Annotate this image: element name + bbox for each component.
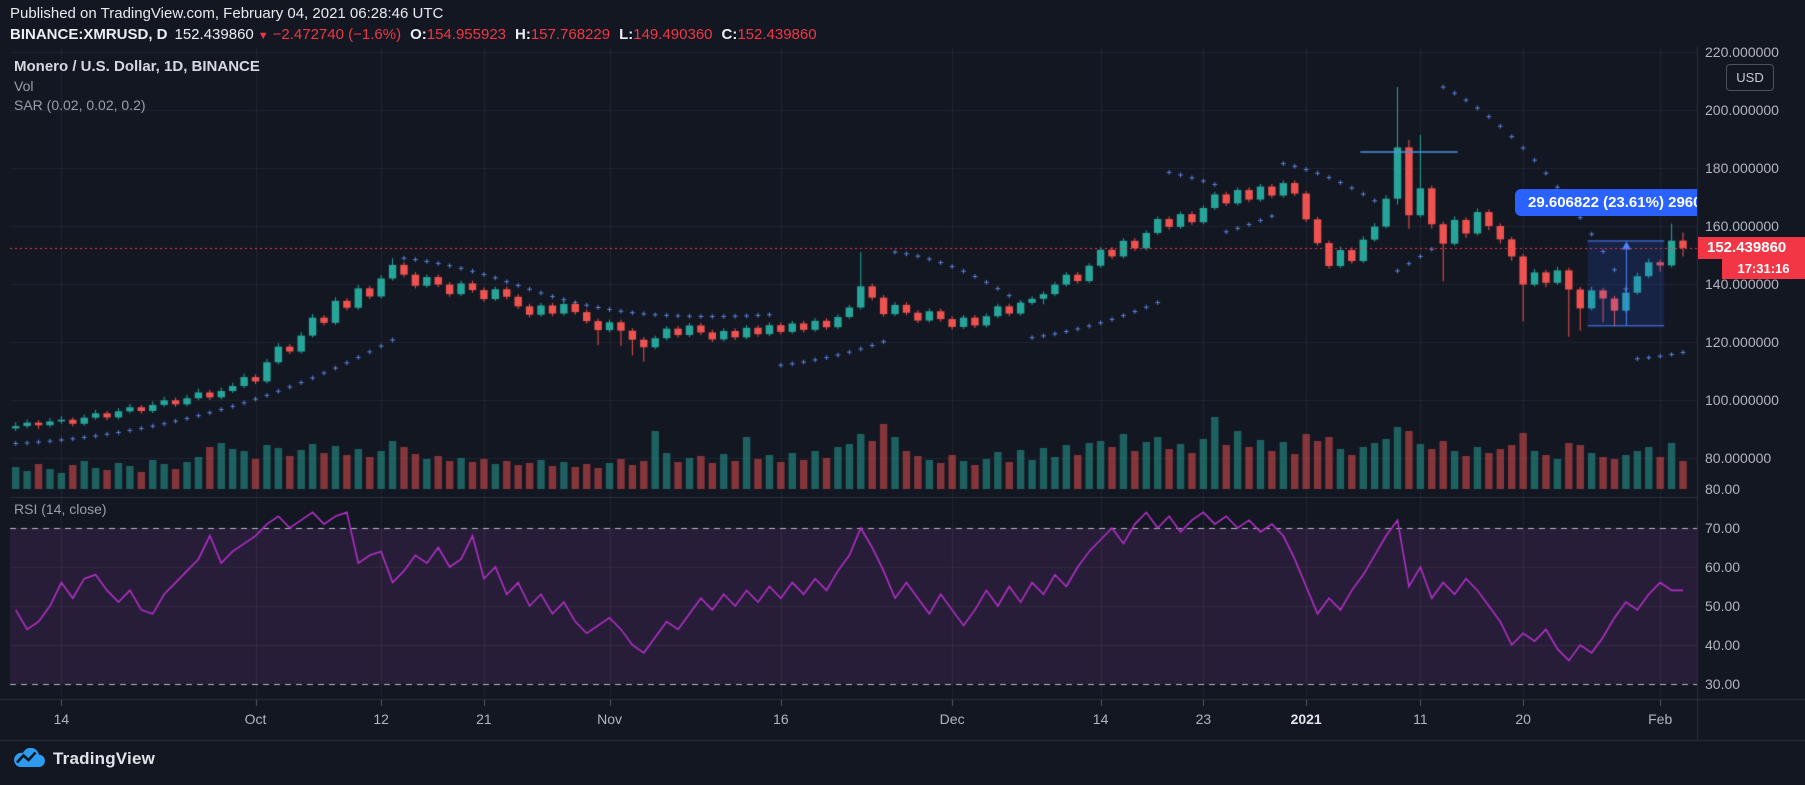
symbol-name: BINANCE:XMRUSD, D — [10, 26, 168, 43]
price-change: −2.472740 (−1.6%) — [272, 26, 402, 43]
rsi-axis-label: 80.00 — [1705, 481, 1741, 497]
time-axis-label: Oct — [244, 711, 267, 727]
time-axis-label: Feb — [1648, 711, 1673, 727]
legend-volume[interactable]: Vol — [14, 78, 34, 94]
brand-footer[interactable]: TradingView — [12, 748, 155, 770]
price-axis-label: 200.000000 — [1705, 102, 1779, 118]
ohlc-key: H: — [515, 26, 531, 43]
legend-sar[interactable]: SAR (0.02, 0.02, 0.2) — [14, 97, 146, 113]
ohlc-key: L: — [619, 26, 634, 43]
rsi-axis-label: 50.00 — [1705, 598, 1741, 614]
last-price-label: 152.439860 — [1698, 237, 1805, 259]
time-axis-label: 20 — [1515, 711, 1531, 727]
ohlc-value: 152.439860 — [737, 26, 817, 43]
price-axis[interactable]: 220.000000 200.000000 180.000000 160.000000… — [1697, 0, 1805, 785]
time-axis-label: Dec — [939, 711, 965, 727]
price-axis-label: 140.000000 — [1705, 276, 1779, 292]
rsi-axis-label: 60.00 — [1705, 559, 1741, 575]
ohlc-value: 154.955923 — [426, 26, 506, 43]
symbol-last-price: 152.439860 — [174, 26, 254, 43]
price-axis-label: 160.000000 — [1705, 218, 1779, 234]
price-axis-label: 100.000000 — [1705, 392, 1779, 408]
bar-countdown-label: 17:31:16 — [1722, 259, 1805, 279]
ohlc-value: 149.490360 — [633, 26, 713, 43]
rsi-legend[interactable]: RSI (14, close) — [14, 501, 107, 517]
ohlc-key: O: — [410, 26, 427, 43]
rsi-axis-label: 30.00 — [1705, 676, 1741, 692]
rsi-axis-label: 70.00 — [1705, 520, 1741, 536]
time-axis-label: 14 — [53, 711, 70, 727]
price-axis-label: 120.000000 — [1705, 334, 1779, 350]
tradingview-logo-icon — [14, 748, 45, 768]
currency-toggle-button[interactable]: USD — [1726, 64, 1774, 91]
time-axis-label: 11 — [1413, 711, 1428, 727]
published-line: Published on TradingView.com, February 0… — [10, 5, 444, 22]
chart-title[interactable]: Monero / U.S. Dollar, 1D, BINANCE — [14, 58, 260, 75]
rsi-axis-label: 40.00 — [1705, 637, 1741, 653]
price-range-measure-label[interactable]: 29.606822 (23.61%) 2960682 — [1515, 189, 1697, 216]
down-triangle-icon: ▼ — [257, 30, 269, 42]
time-axis-label: 21 — [476, 711, 492, 727]
time-axis-label: 23 — [1195, 711, 1212, 727]
time-axis-label: 2021 — [1290, 711, 1322, 727]
symbol-status-line: BINANCE:XMRUSD, D 152.439860 ▼ −2.472740 (−… — [10, 26, 817, 43]
price-axis-label: 180.000000 — [1705, 160, 1779, 176]
ohlc-key: C: — [721, 26, 738, 43]
time-axis-label: 14 — [1092, 711, 1109, 727]
brand-name: TradingView — [53, 749, 156, 768]
price-axis-label: 80.000000 — [1705, 450, 1772, 466]
ohlc-values: O:154.955923 H:157.768229 L:149.490360 C:15… — [401, 26, 817, 43]
ohlc-value: 157.768229 — [530, 26, 611, 43]
time-axis-label: Nov — [597, 711, 622, 727]
time-axis-label: 12 — [373, 711, 389, 727]
chart-legend[interactable]: Monero / U.S. Dollar, 1D, BINANCE Vol SA… — [14, 57, 260, 115]
price-axis-label: 220.000000 — [1705, 44, 1779, 60]
time-axis-label: 16 — [773, 711, 789, 727]
